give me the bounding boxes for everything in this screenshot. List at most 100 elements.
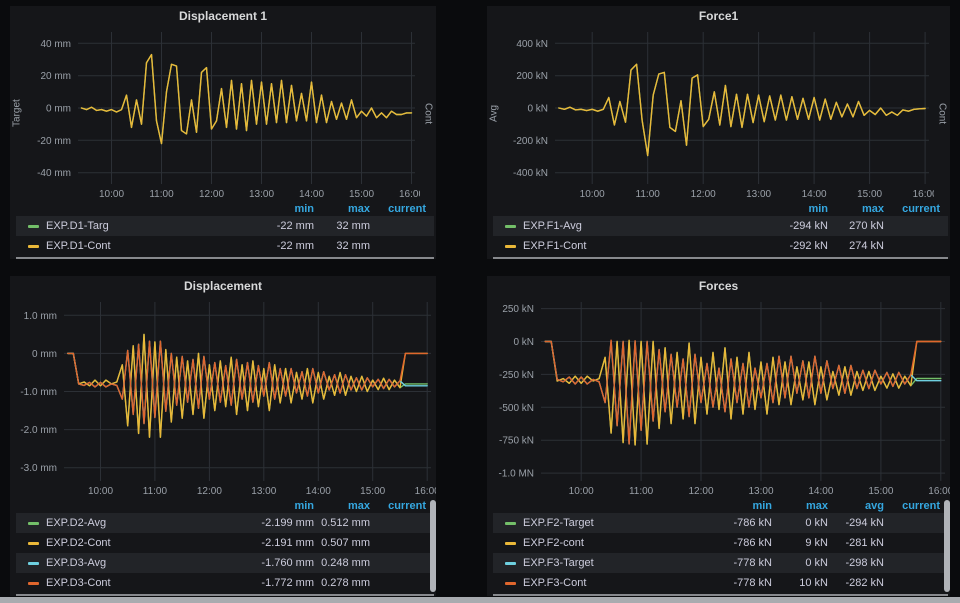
legend-column-min[interactable]: min xyxy=(294,499,314,512)
panel-title[interactable]: Forces xyxy=(698,279,739,293)
series-name[interactable]: EXP.D1-Targ xyxy=(46,220,109,232)
legend-column-min[interactable]: min xyxy=(294,202,314,215)
legend-stat: -292 kN xyxy=(789,240,828,252)
svg-text:-200 kN: -200 kN xyxy=(513,136,548,147)
svg-text:10:00: 10:00 xyxy=(580,189,605,200)
svg-text:-250 kN: -250 kN xyxy=(499,370,534,381)
legend-row: EXP.F1-Avg -294 kN 270 kN xyxy=(493,216,948,236)
timeseries-plot[interactable]: 400 kN 200 kN 0 kN -200 kN -400 kN 10:00 11:00… xyxy=(501,26,934,201)
series-name[interactable]: EXP.F2-cont xyxy=(523,537,584,549)
series-color-swatch xyxy=(28,521,39,525)
series-color-swatch xyxy=(505,224,516,228)
legend-table: min max current EXP.F1-Avg -294 kN 270 kN EXP.… xyxy=(493,201,948,259)
legend-column-min[interactable]: min xyxy=(808,202,828,215)
legend-scrollbar[interactable] xyxy=(944,500,950,592)
series-color-swatch xyxy=(505,581,516,585)
timeseries-plot[interactable]: 250 kN 0 kN -250 kN -500 kN -750 kN -1.0 MN 10… xyxy=(487,296,950,498)
svg-text:11:00: 11:00 xyxy=(149,189,174,200)
legend-column-current[interactable]: current xyxy=(388,202,426,215)
series-name[interactable]: EXP.D2-Avg xyxy=(46,517,107,529)
legend-row: EXP.F3-Cont -778 kN 10 kN -282 kN xyxy=(493,573,948,593)
svg-text:15:00: 15:00 xyxy=(857,189,882,200)
legend-stat: -778 kN xyxy=(733,577,772,589)
svg-text:14:00: 14:00 xyxy=(808,486,833,497)
svg-text:12:00: 12:00 xyxy=(691,189,716,200)
svg-text:-40 mm: -40 mm xyxy=(37,168,71,179)
legend-column-max[interactable]: max xyxy=(805,499,828,512)
svg-text:-20 mm: -20 mm xyxy=(37,136,71,147)
right-axis-label: Cont xyxy=(936,102,948,125)
legend-row: EXP.D2-Avg -2.199 mm 0.512 mm xyxy=(16,513,434,533)
svg-text:-500 kN: -500 kN xyxy=(499,403,534,414)
series-name[interactable]: EXP.F3-Target xyxy=(523,557,594,569)
legend-column-current[interactable]: current xyxy=(388,499,426,512)
legend-header: min max avg current xyxy=(493,498,948,513)
legend-stat: 270 kN xyxy=(849,220,884,232)
legend-scrollbar[interactable] xyxy=(430,500,436,592)
legend-stat: -2.199 mm xyxy=(261,517,314,529)
legend-header: min max current xyxy=(16,498,434,513)
legend-column-max[interactable]: max xyxy=(861,202,884,215)
svg-text:15:00: 15:00 xyxy=(868,486,893,497)
legend-table: min max current EXP.D2-Avg -2.199 mm 0.512 mm… xyxy=(16,498,436,596)
right-axis-label: Cont xyxy=(422,102,434,125)
svg-text:40 mm: 40 mm xyxy=(40,39,71,50)
legend-table: min max current EXP.D1-Targ -22 mm 32 mm EXP.D… xyxy=(16,201,434,259)
legend-header: min max current xyxy=(16,201,434,216)
series-name[interactable]: EXP.F2-Target xyxy=(523,517,594,529)
panel-title[interactable]: Displacement xyxy=(183,279,263,293)
svg-text:13:00: 13:00 xyxy=(746,189,771,200)
series-color-swatch xyxy=(28,581,39,585)
panel-forces: Forces 250 kN 0 kN -250 kN -500 kN -750 kN -1… xyxy=(487,276,950,596)
svg-text:16:00: 16:00 xyxy=(399,189,420,200)
window-bottom-edge xyxy=(0,597,960,603)
svg-text:-400 kN: -400 kN xyxy=(513,168,548,179)
timeseries-plot[interactable]: 40 mm 20 mm 0 mm -20 mm -40 mm 10:00 11:00 12:0… xyxy=(24,26,420,201)
legend-row: EXP.D2-Cont -2.191 mm 0.507 mm xyxy=(16,533,434,553)
legend-stat: 0.512 mm xyxy=(321,517,370,529)
legend-stat: 0 kN xyxy=(805,557,828,569)
svg-text:0 kN: 0 kN xyxy=(513,337,534,348)
series-color-swatch xyxy=(505,244,516,248)
panel-displacement: Displacement 1.0 mm 0 mm -1.0 mm -2.0 mm -3.… xyxy=(10,276,436,596)
series-name[interactable]: EXP.F3-Cont xyxy=(523,577,587,589)
legend-row: EXP.D1-Cont -22 mm 32 mm xyxy=(16,236,434,256)
svg-text:0 mm: 0 mm xyxy=(46,104,71,115)
series-name[interactable]: EXP.D3-Cont xyxy=(46,577,111,589)
series-name[interactable]: EXP.D2-Cont xyxy=(46,537,111,549)
chart-area: Target 40 mm 20 mm 0 mm -20 mm -40 mm 10:00 11… xyxy=(10,26,436,201)
panel-title[interactable]: Force1 xyxy=(698,9,739,23)
legend-stat: -281 kN xyxy=(845,537,884,549)
legend-column-avg[interactable]: avg xyxy=(865,499,884,512)
svg-text:-3.0 mm: -3.0 mm xyxy=(20,463,57,474)
svg-text:11:00: 11:00 xyxy=(636,189,661,200)
series-color-swatch xyxy=(505,521,516,525)
legend-stat: 0.507 mm xyxy=(321,537,370,549)
legend-column-max[interactable]: max xyxy=(347,202,370,215)
legend-column-min[interactable]: min xyxy=(752,499,772,512)
legend-row: EXP.F3-Target -778 kN 0 kN -298 kN xyxy=(493,553,948,573)
legend-column-current[interactable]: current xyxy=(902,202,940,215)
legend-row: EXP.F2-Target -786 kN 0 kN -294 kN xyxy=(493,513,948,533)
series-name[interactable]: EXP.D3-Avg xyxy=(46,557,107,569)
legend-stat: -786 kN xyxy=(733,537,772,549)
legend-column-current[interactable]: current xyxy=(902,499,940,512)
timeseries-plot[interactable]: 1.0 mm 0 mm -1.0 mm -2.0 mm -3.0 mm 10:00 11:0… xyxy=(10,296,436,498)
legend-stat: -22 mm xyxy=(276,240,314,252)
svg-text:1.0 mm: 1.0 mm xyxy=(24,311,57,322)
svg-text:13:00: 13:00 xyxy=(251,486,276,497)
series-name[interactable]: EXP.D1-Cont xyxy=(46,240,111,252)
series-name[interactable]: EXP.F1-Cont xyxy=(523,240,587,252)
svg-text:-1.0 MN: -1.0 MN xyxy=(498,469,534,480)
series-name[interactable]: EXP.F1-Avg xyxy=(523,220,582,232)
svg-text:11:00: 11:00 xyxy=(143,486,168,497)
legend-stat: 32 mm xyxy=(336,240,370,252)
svg-text:-2.0 mm: -2.0 mm xyxy=(20,425,57,436)
svg-text:12:00: 12:00 xyxy=(199,189,224,200)
panel-title[interactable]: Displacement 1 xyxy=(178,9,268,23)
svg-text:13:00: 13:00 xyxy=(249,189,274,200)
legend-row: EXP.D3-Avg -1.760 mm 0.248 mm xyxy=(16,553,434,573)
legend-column-max[interactable]: max xyxy=(347,499,370,512)
panel-displacement-1: Displacement 1 Target 40 mm 20 mm 0 mm -20 … xyxy=(10,6,436,259)
